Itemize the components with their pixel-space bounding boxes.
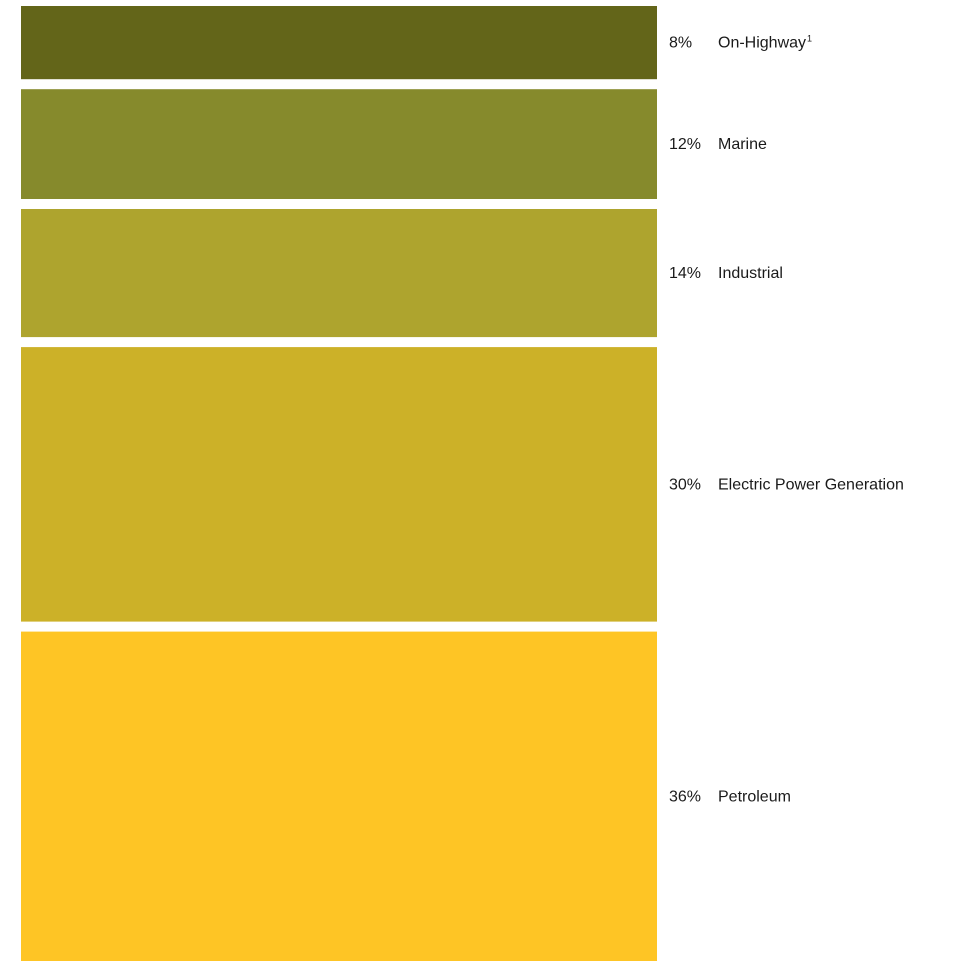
segment-percent-label: 12%	[669, 136, 701, 153]
segment-name-text: Marine	[718, 136, 767, 153]
segment-name-label: Industrial	[718, 265, 783, 282]
segment-name-label: Electric Power Generation	[718, 476, 904, 493]
segment-percent-label: 30%	[669, 476, 701, 493]
segment-bar-marine	[21, 89, 657, 199]
segment-bar-petroleum	[21, 631, 657, 961]
segment-name-text: Petroleum	[718, 788, 791, 805]
segment-name-label: On-Highway1	[718, 34, 812, 52]
segment-name-label: Petroleum	[718, 788, 791, 805]
segment-name-text: Industrial	[718, 265, 783, 282]
segment-name-text: On-Highway	[718, 35, 806, 52]
segment-bar-industrial	[21, 209, 657, 338]
segment-name-label: Marine	[718, 136, 767, 153]
footnote-marker: 1	[807, 34, 812, 44]
segment-percent-label: 8%	[669, 35, 692, 52]
segment-percent-label: 14%	[669, 265, 701, 282]
segment-bar-on-highway	[21, 6, 657, 80]
segment-name-text: Electric Power Generation	[718, 476, 904, 493]
segment-bar-electric-power-generation	[21, 347, 657, 622]
segment-percent-label: 36%	[669, 788, 701, 805]
